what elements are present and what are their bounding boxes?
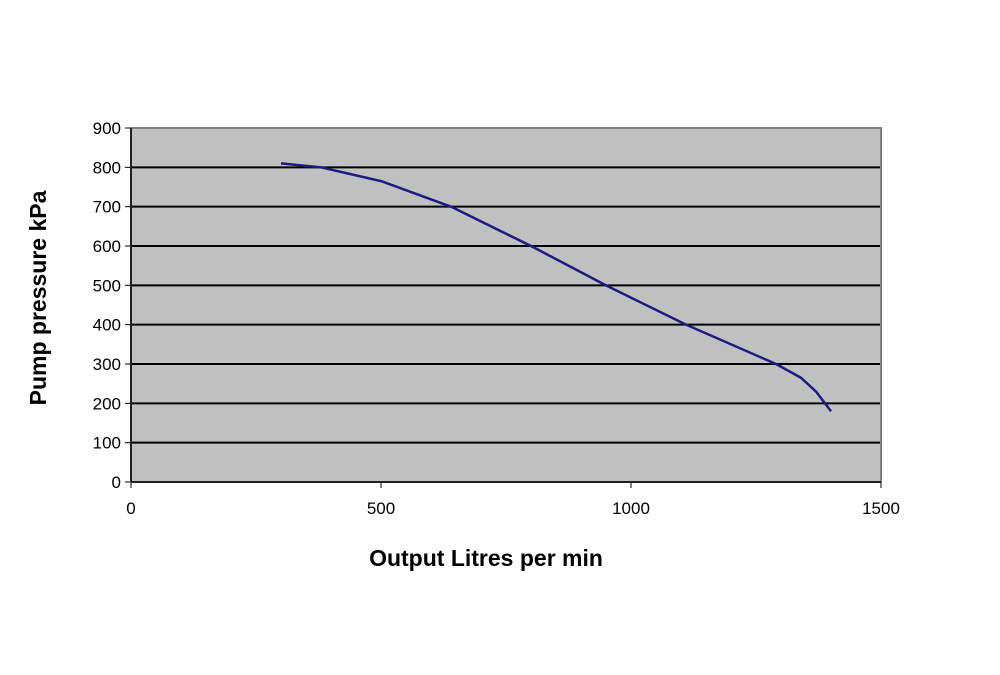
y-tick-label: 300	[93, 355, 121, 374]
y-tick-label: 600	[93, 237, 121, 256]
x-tick-label: 1500	[862, 499, 900, 518]
y-tick-label: 900	[93, 119, 121, 138]
y-tick-label: 700	[93, 198, 121, 217]
x-tick-label: 1000	[612, 499, 650, 518]
plot-area	[131, 128, 881, 482]
y-tick-label: 100	[93, 434, 121, 453]
y-tick-label: 500	[93, 276, 121, 295]
x-axis-title: Output Litres per min	[369, 545, 603, 571]
y-tick-label: 200	[93, 394, 121, 413]
y-tick-label: 0	[112, 473, 121, 492]
y-tick-label: 400	[93, 316, 121, 335]
x-tick-label: 0	[126, 499, 135, 518]
y-tick-label: 800	[93, 158, 121, 177]
x-tick-label: 500	[367, 499, 395, 518]
y-axis-title: Pump pressure kPa	[25, 190, 51, 405]
data-line	[280, 162, 832, 412]
